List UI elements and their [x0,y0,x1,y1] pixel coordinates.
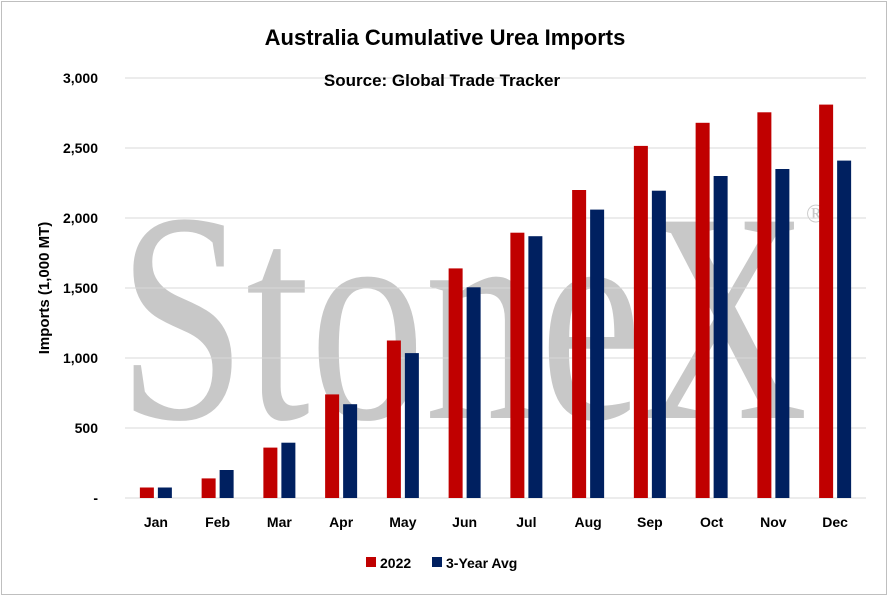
bar-2022-mar [263,447,278,498]
gridlines [125,77,866,499]
x-tick-label: Jun [452,514,477,530]
legend: 2022 3-Year Avg [366,555,517,571]
bar-2022-may [386,340,401,498]
x-tick-label: Nov [760,514,787,530]
x-tick-label: Jul [516,514,536,530]
bar-3yr-avg-apr [343,404,358,498]
legend-swatch [366,557,376,567]
chart-title: Australia Cumulative Urea Imports [265,25,626,50]
x-tick-label: Jan [144,514,168,530]
y-tick-label: 2,500 [63,140,98,156]
x-tick-label: Sep [637,514,663,530]
bar-2022-jul [510,232,525,498]
bar-2022-oct [695,122,710,499]
bar-2022-nov [757,112,772,499]
legend-swatch [432,557,442,567]
y-tick-labels: - 500 1,000 1,500 2,000 2,500 3,000 [63,70,98,506]
bar-3yr-avg-dec [837,160,852,498]
y-tick-label: 1,500 [63,280,98,296]
bar-3yr-avg-jan [157,487,172,498]
bar-3yr-avg-sep [651,190,666,498]
bar-3yr-avg-aug [590,209,605,498]
y-tick-label: 2,000 [63,210,98,226]
bar-3yr-avg-nov [775,169,790,498]
x-tick-labels: Jan Feb Mar Apr May Jun Jul Aug Sep Oct Nov Dec [144,514,848,530]
y-axis-label: Imports (1,000 MT) [36,222,53,355]
x-tick-label: Aug [575,514,602,530]
x-tick-label: Oct [700,514,724,530]
bar-3yr-avg-jun [466,287,481,498]
x-tick-label: Apr [329,514,354,530]
bar-3yr-avg-may [404,353,419,498]
legend-label: 2022 [380,555,411,571]
bar-2022-dec [819,104,834,498]
x-tick-label: Feb [205,514,230,530]
bar-3yr-avg-feb [219,470,234,498]
bar-3yr-avg-mar [281,442,296,498]
y-tick-label: 3,000 [63,70,98,86]
bar-2022-feb [201,478,216,498]
legend-label: 3-Year Avg [446,555,517,571]
bar-2022-jan [139,487,154,498]
bar-2022-aug [572,190,587,498]
bar-3yr-avg-jul [528,236,543,498]
bar-3yr-avg-oct [713,176,728,498]
bar-2022-jun [448,268,463,498]
x-tick-label: Mar [267,514,292,530]
bar-2022-apr [325,394,340,498]
bar-2022-sep [633,145,648,498]
chart-subtitle: Source: Global Trade Tracker [324,71,561,90]
x-tick-label: May [389,514,416,530]
bars [139,104,852,499]
x-tick-label: Dec [822,514,848,530]
y-tick-label: - [93,490,98,506]
y-tick-label: 1,000 [63,350,98,366]
y-tick-label: 500 [75,420,99,436]
